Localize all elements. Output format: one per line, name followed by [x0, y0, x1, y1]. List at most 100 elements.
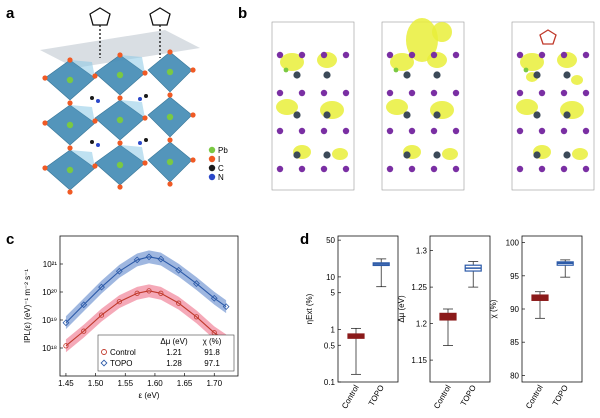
charge-density-illustrations	[271, 18, 595, 191]
x-tick-label: 1.70	[206, 379, 222, 388]
data-point	[222, 303, 230, 311]
legend-row-dmu: 1.21	[166, 348, 182, 357]
slab-2	[381, 18, 465, 191]
data-point	[134, 290, 140, 296]
slab-3	[511, 21, 595, 191]
y-axis-label: χ (%)	[489, 299, 498, 318]
atom-legend-label-c: C	[218, 164, 224, 173]
y-tick-label: 0.5	[324, 341, 336, 350]
y-axis-label: IPL(ε) (eV)⁻¹ m⁻² s⁻¹	[23, 269, 32, 343]
y-tick-label: 50	[326, 236, 335, 245]
legend-table: Δμ (eV) χ (%) Control 1.21 91.8 TOPO 1.28 97.1	[97, 334, 235, 372]
data-point	[80, 301, 88, 309]
plot-frame	[429, 235, 491, 383]
plot-frame	[337, 235, 399, 383]
y-tick-label: 1	[331, 325, 336, 334]
box-control: Control	[524, 291, 549, 410]
atom-legend-swatch-n	[208, 173, 216, 181]
y-tick-label: 1.3	[416, 247, 428, 256]
legend-row-dmu: 1.28	[166, 359, 182, 368]
legend-row-chi: 97.1	[204, 359, 220, 368]
atom-legend-swatch-pb	[208, 146, 216, 154]
data-point	[145, 253, 153, 261]
y-tick-label: 10²⁰	[42, 288, 57, 297]
legend-row-name: TOPO	[110, 359, 133, 368]
y-tick-label: 0.1	[324, 378, 336, 387]
data-point	[81, 328, 87, 334]
panel-letter-d: d	[300, 231, 309, 248]
data-point	[157, 255, 165, 263]
data-point	[116, 299, 122, 305]
x-category-label: Control	[340, 383, 361, 410]
slab-1	[271, 21, 355, 191]
y-tick-label: 10¹⁹	[42, 316, 57, 325]
y-tick-label: 10²¹	[43, 260, 58, 269]
perovskite-structure-illustration	[40, 7, 200, 195]
box-control: Control	[432, 308, 457, 410]
data-point	[98, 283, 105, 291]
data-point	[175, 266, 183, 274]
x-tick-label: 1.50	[88, 379, 104, 388]
y-axis-label: ηExt (%)	[305, 293, 314, 324]
legend-header: χ (%)	[203, 337, 222, 346]
y-tick-label: 80	[510, 371, 519, 380]
box-control: Control	[340, 327, 365, 410]
legend-header: Δμ (eV)	[160, 337, 188, 346]
atom-legend-swatch-i	[208, 155, 216, 163]
panel-letter-a: a	[6, 5, 15, 22]
series-line	[65, 290, 227, 347]
x-tick-label: 1.65	[177, 379, 193, 388]
atom-legend-label-n: N	[218, 173, 224, 182]
data-point	[193, 280, 200, 287]
y-tick-label: 5	[331, 289, 336, 298]
surface-plane	[40, 30, 200, 68]
x-category-label: Control	[432, 383, 453, 410]
x-category-label: TOPO	[459, 384, 478, 408]
box-subplot-1: 0.1 0.5 1 5 10 50 ηExt (%) Control TOPO	[305, 235, 399, 410]
plot-frame	[59, 235, 239, 377]
y-tick-label: 90	[510, 305, 519, 314]
data-point	[115, 267, 123, 275]
x-axis-label: ε (eV)	[139, 391, 160, 400]
data-point	[62, 319, 70, 327]
atom-legend-swatch-c	[208, 164, 216, 172]
x-category-label: TOPO	[551, 384, 570, 408]
y-tick-label: 10	[326, 273, 335, 282]
panel-letter-c: c	[6, 231, 14, 248]
data-point	[63, 343, 69, 349]
series-topo	[62, 250, 230, 330]
legend-row-name: Control	[110, 348, 136, 357]
atoms	[42, 49, 196, 195]
confidence-band	[65, 250, 227, 330]
x-tick-label: 1.60	[147, 379, 163, 388]
y-tick-label: 100	[506, 239, 520, 248]
data-point	[210, 294, 218, 302]
adsorbed-molecule	[539, 29, 557, 45]
y-tick-label: 95	[510, 272, 519, 281]
atom-legend-label-i: I	[218, 155, 220, 164]
box-subplot-2: 1.15 1.2 1.25 1.3 Δμ (eV) Control TOPO	[397, 235, 491, 410]
atom-legend-label-pb: Pb	[218, 146, 228, 155]
x-category-label: Control	[524, 383, 545, 410]
panel-letter-b: b	[238, 5, 247, 22]
y-tick-label: 1.25	[411, 283, 427, 292]
series-line	[65, 256, 227, 324]
data-point	[146, 288, 152, 294]
pyrrole-molecules	[89, 7, 171, 58]
data-point	[133, 256, 141, 264]
y-axis-label: Δμ (eV)	[397, 295, 406, 323]
box-topo: TOPO	[459, 261, 482, 408]
x-tick-label: 1.55	[117, 379, 133, 388]
y-tick-label: 85	[510, 338, 519, 347]
x-tick-label: 1.45	[58, 379, 74, 388]
plot-frame	[521, 235, 583, 383]
y-tick-label: 1.2	[416, 320, 428, 329]
box-topo: TOPO	[551, 259, 574, 408]
pl-spectrum-chart: 1.45 1.50 1.55 1.60 1.65 1.70 10¹⁸ 10¹⁹ 10²⁰ 10²¹…	[23, 235, 239, 400]
legend-row-chi: 91.8	[204, 348, 220, 357]
y-tick-label: 1.15	[411, 356, 427, 365]
box-subplot-3: 80 85 90 95 100 χ (%) Control TOPO	[489, 235, 583, 410]
box-topo: TOPO	[367, 258, 390, 408]
